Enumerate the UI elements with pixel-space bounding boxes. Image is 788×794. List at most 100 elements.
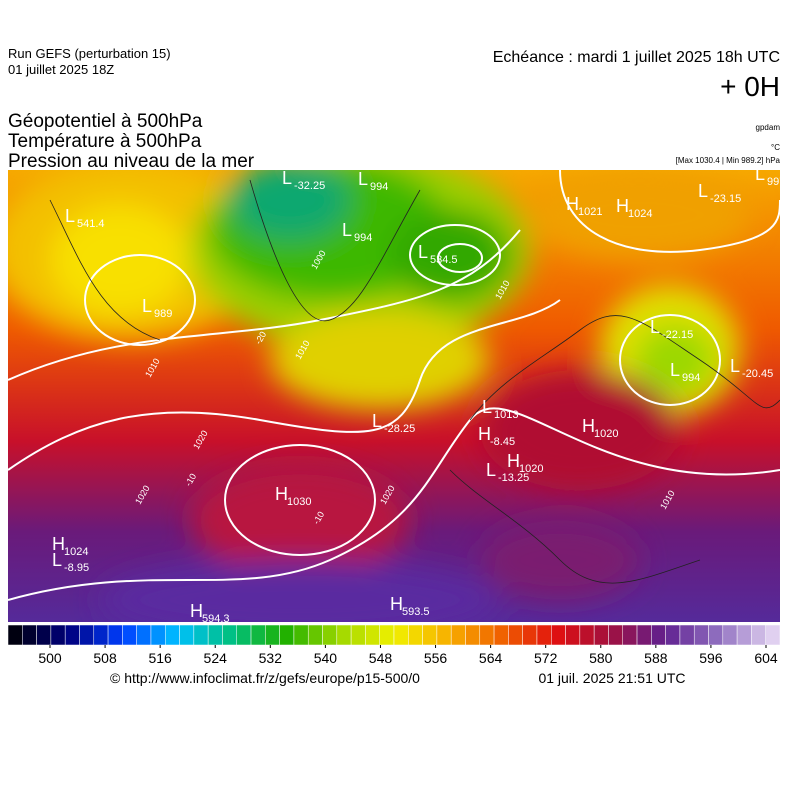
colorbar-swatch [50,624,66,646]
colorbar-swatch [722,624,738,646]
colorbar-tick-label: 540 [314,650,338,666]
colorbar-swatch [136,624,152,646]
pressure-center-value: 541.4 [77,218,105,230]
colorbar-swatch [708,624,724,646]
pressure-center-letter: H [616,196,629,216]
colorbar-swatch [465,624,481,646]
colorbar-swatch [522,624,538,646]
colorbar-swatch [165,624,180,646]
colorbar-tick-label: 588 [644,650,668,666]
lead-time: + 0H [720,71,780,102]
colorbar-swatch [336,624,352,646]
pressure-center-letter: L [755,164,765,184]
colorbar-swatch [7,624,23,646]
colorbar-tick-label: 572 [534,650,558,666]
colorbar-swatch [365,624,380,646]
unit: [Max 1030.4 | Min 989.2] hPa [676,156,781,165]
colorbar-swatch [651,624,666,646]
pressure-center-value: -28.25 [384,423,415,435]
colorbar-swatch [36,624,52,646]
colorbar-swatch [422,624,438,646]
pressure-center-value: 994 [354,232,372,244]
colorbar-swatch [222,624,237,646]
colorbar-swatch [307,624,323,646]
pressure-center-letter: H [52,534,65,554]
colorbar-swatch [322,624,338,646]
footer-date: 01 juil. 2025 21:51 UTC [538,670,685,686]
colorbar-swatch [751,624,766,646]
colorbar-swatch [493,624,509,646]
colorbar-tick-label: 532 [259,650,283,666]
colorbar-tick-label: 556 [424,650,448,666]
colorbar-swatch [636,624,652,646]
pressure-center-value: -20.45 [742,368,773,380]
colorbar-swatch [293,624,309,646]
pressure-center-letter: L [65,206,75,226]
colorbar-swatch [122,624,137,646]
colorbar-swatch [79,624,95,646]
pressure-center-value: 1013 [494,409,518,421]
pressure-center-value: -32.25 [294,180,325,192]
pressure-center-letter: L [52,550,62,570]
colorbar-swatch [679,624,695,646]
colorbar-tick-label: 500 [38,650,62,666]
colorbar-swatch [193,624,209,646]
colorbar-swatch [150,624,166,646]
colorbar-swatch [479,624,495,646]
pressure-center-letter: L [358,169,368,189]
colorbar-swatch [622,624,638,646]
footer-url: © http://www.infoclimat.fr/z/gefs/europe… [110,670,420,686]
colorbar-tick-label: 508 [93,650,117,666]
pressure-center-letter: H [390,594,403,614]
pressure-center-value: -22.15 [662,329,693,341]
pressure-center-letter: L [282,168,292,188]
valid-time: Echéance : mardi 1 juillet 2025 18h UTC [493,49,780,66]
colorbar-swatch [665,624,681,646]
pressure-center-value: -13.25 [498,472,529,484]
colorbar-swatch [265,624,280,646]
title: Température à 500hPa [8,131,202,152]
pressure-center-letter: L [482,397,492,417]
colorbar-swatch [236,624,252,646]
pressure-center-value: 1020 [594,428,618,440]
pressure-center-letter: L [372,411,382,431]
run: Run GEFS (perturbation 15) [8,46,171,61]
pressure-center-value: 989 [154,308,172,320]
colorbar-swatch [250,624,266,646]
pressure-center-value: 1020 [519,463,543,475]
pressure-center-letter: H [190,601,203,621]
colorbar-swatch [207,624,223,646]
pressure-center-value: -23.15 [710,193,741,205]
colorbar-swatch [93,624,109,646]
pressure-center-value: 994 [370,181,388,193]
colorbar-swatch [693,624,709,646]
colorbar-swatch [379,624,395,646]
colorbar-tick-label: 548 [369,650,393,666]
colorbar-swatch [551,624,566,646]
pressure-center-value: 1024 [64,546,88,558]
colorbar-swatch [565,624,581,646]
pressure-center-letter: H [507,451,520,471]
colorbar-tick-label: 524 [204,650,228,666]
unit: °C [771,143,780,152]
colorbar-swatch [579,624,595,646]
colorbar-swatch [593,624,609,646]
pressure-center-value: 997 [767,176,785,188]
pressure-center-letter: H [582,416,595,436]
pressure-center-value: -8.95 [64,562,89,574]
colorbar-swatch [436,624,452,646]
colorbar-swatch [736,624,752,646]
colorbar-swatch [279,624,295,646]
colorbar-swatch [408,624,423,646]
pressure-center-value: 594.3 [202,613,230,625]
colorbar-swatch [350,624,366,646]
pressure-center-value: 534.5 [430,254,458,266]
pressure-center-letter: L [142,296,152,316]
pressure-center-value: 994 [682,372,700,384]
run-date: 01 juillet 2025 18Z [8,62,114,77]
pressure-center-value: 1024 [628,208,652,220]
pressure-center-letter: L [418,242,428,262]
colorbar-swatch [765,624,781,646]
